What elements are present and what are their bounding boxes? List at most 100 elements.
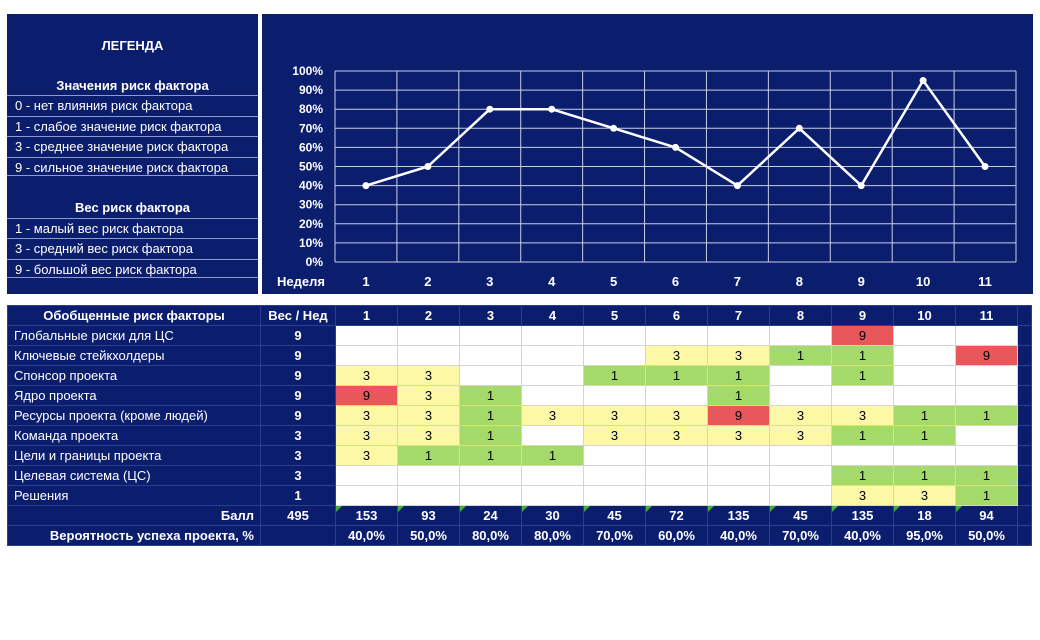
score-value: 30 (521, 505, 584, 526)
row-filler (1017, 385, 1032, 406)
risk-value-cell: 9 (955, 345, 1018, 366)
risk-value-cell: 1 (707, 365, 770, 386)
score-value: 94 (955, 505, 1018, 526)
column-header-week: 9 (831, 305, 894, 326)
table-row: Целевая система (ЦС) 3 1 1 1 (7, 465, 1032, 486)
y-tick-label: 50% (299, 160, 323, 174)
y-tick-label: 10% (299, 236, 323, 250)
risk-value-cell: 3 (645, 345, 708, 366)
risk-value-cell (583, 345, 646, 366)
cell-flag-marker (770, 506, 776, 512)
probability-value: 70,0% (769, 525, 832, 546)
risk-value-cell (769, 445, 832, 466)
risk-value-cell (397, 465, 460, 486)
column-header-week: 7 (707, 305, 770, 326)
y-tick-label: 90% (299, 83, 323, 97)
score-value: 93 (397, 505, 460, 526)
risk-factor-name: Решения (7, 485, 261, 506)
cell-flag-marker (708, 506, 714, 512)
risk-value-cell (955, 385, 1018, 406)
x-tick-label: 2 (424, 274, 431, 289)
risk-value-cell (459, 345, 522, 366)
risk-value-cell: 1 (893, 425, 956, 446)
score-value-text: 93 (421, 508, 436, 523)
risk-value-cell: 3 (335, 405, 398, 426)
data-point (857, 182, 865, 190)
risk-factor-weight: 3 (260, 465, 336, 486)
risk-value-cell: 3 (335, 425, 398, 446)
risk-value-cell: 1 (955, 485, 1018, 506)
risk-value-cell: 3 (707, 345, 770, 366)
risk-value-cell: 1 (459, 385, 522, 406)
risk-value-cell: 1 (955, 465, 1018, 486)
legend-weight-item: 1 - малый вес риск фактора (7, 218, 258, 237)
risk-value-cell (583, 325, 646, 346)
legend-weight-item: 9 - большой вес риск фактора (7, 259, 258, 278)
risk-value-cell: 1 (707, 385, 770, 406)
x-tick-label: 1 (362, 274, 369, 289)
legend-title: ЛЕГЕНДА (101, 38, 164, 53)
risk-value-cell (893, 385, 956, 406)
row-filler (1017, 425, 1032, 446)
y-tick-label: 0% (306, 255, 324, 269)
table-header-row: Обобщенные риск факторы Вес / Нед 1 2 3 4 5 6 7 8… (7, 305, 1032, 326)
table-row: Глобальные риски для ЦС 9 9 (7, 325, 1032, 346)
data-point (733, 182, 741, 190)
data-point (424, 163, 432, 170)
probability-row: Вероятность успеха проекта, % 40,0% 50,0% 8… (7, 525, 1032, 546)
risk-factor-name: Ключевые стейкхолдеры (7, 345, 261, 366)
probability-value: 40,0% (707, 525, 770, 546)
risk-value-cell: 1 (955, 405, 1018, 426)
table-row: Решения 1 3 3 1 (7, 485, 1032, 506)
column-header-week: 8 (769, 305, 832, 326)
column-header-week: 3 (459, 305, 522, 326)
y-tick-label: 60% (299, 140, 323, 154)
risk-value-cell (521, 485, 584, 506)
row-filler (1017, 345, 1032, 366)
table-row: Ресурсы проекта (кроме людей) 9 3 3 1 3 3 3 9 3 3 1… (7, 405, 1032, 426)
column-header-week: 4 (521, 305, 584, 326)
line-chart: 0% 10% 20% 30% 40% 50% 60% 70% 80% 90% 100% 1 2 3 4 5 6 7… (277, 64, 1017, 289)
column-header-weight: Вес / Нед (260, 305, 336, 326)
risk-value-cell (645, 485, 708, 506)
risk-value-cell: 3 (335, 445, 398, 466)
y-tick-label: 80% (299, 102, 323, 116)
column-header-week: 5 (583, 305, 646, 326)
y-tick-label: 30% (299, 198, 323, 212)
risk-value-cell (521, 425, 584, 446)
risk-value-cell (335, 345, 398, 366)
y-tick-label: 40% (299, 179, 323, 193)
row-filler (1017, 465, 1032, 486)
cell-flag-marker (398, 506, 404, 512)
risk-value-cell: 3 (645, 425, 708, 446)
risk-factor-weight: 3 (260, 445, 336, 466)
risk-value-cell (521, 385, 584, 406)
risk-value-cell: 1 (521, 445, 584, 466)
risk-value-cell: 3 (769, 425, 832, 446)
risk-value-cell: 3 (893, 485, 956, 506)
y-tick-label: 20% (299, 217, 323, 231)
column-header-week: 1 (335, 305, 398, 326)
risk-value-cell (335, 465, 398, 486)
risk-value-cell: 3 (397, 425, 460, 446)
risk-value-cell: 1 (459, 445, 522, 466)
risk-factor-name: Глобальные риски для ЦС (7, 325, 261, 346)
data-point (486, 105, 494, 113)
risk-value-cell (397, 325, 460, 346)
legend-value-item: 9 - сильное значение риск фактора (7, 157, 258, 176)
risk-value-cell (769, 485, 832, 506)
risk-factor-weight: 1 (260, 485, 336, 506)
risk-factor-name: Ресурсы проекта (кроме людей) (7, 405, 261, 426)
score-value-text: 135 (727, 508, 750, 523)
risk-value-cell (831, 445, 894, 466)
score-value: 153 (335, 505, 398, 526)
x-tick-label: 4 (548, 274, 556, 289)
risk-value-cell (583, 485, 646, 506)
risk-factor-table: Обобщенные риск факторы Вес / Нед 1 2 3 4 5 6 7 8… (7, 305, 1032, 546)
risk-value-cell: 3 (521, 405, 584, 426)
column-header-week: 10 (893, 305, 956, 326)
risk-value-cell: 3 (583, 405, 646, 426)
risk-value-cell (521, 465, 584, 486)
legend-value-item: 3 - среднее значение риск фактора (7, 136, 258, 155)
risk-factor-weight: 9 (260, 325, 336, 346)
